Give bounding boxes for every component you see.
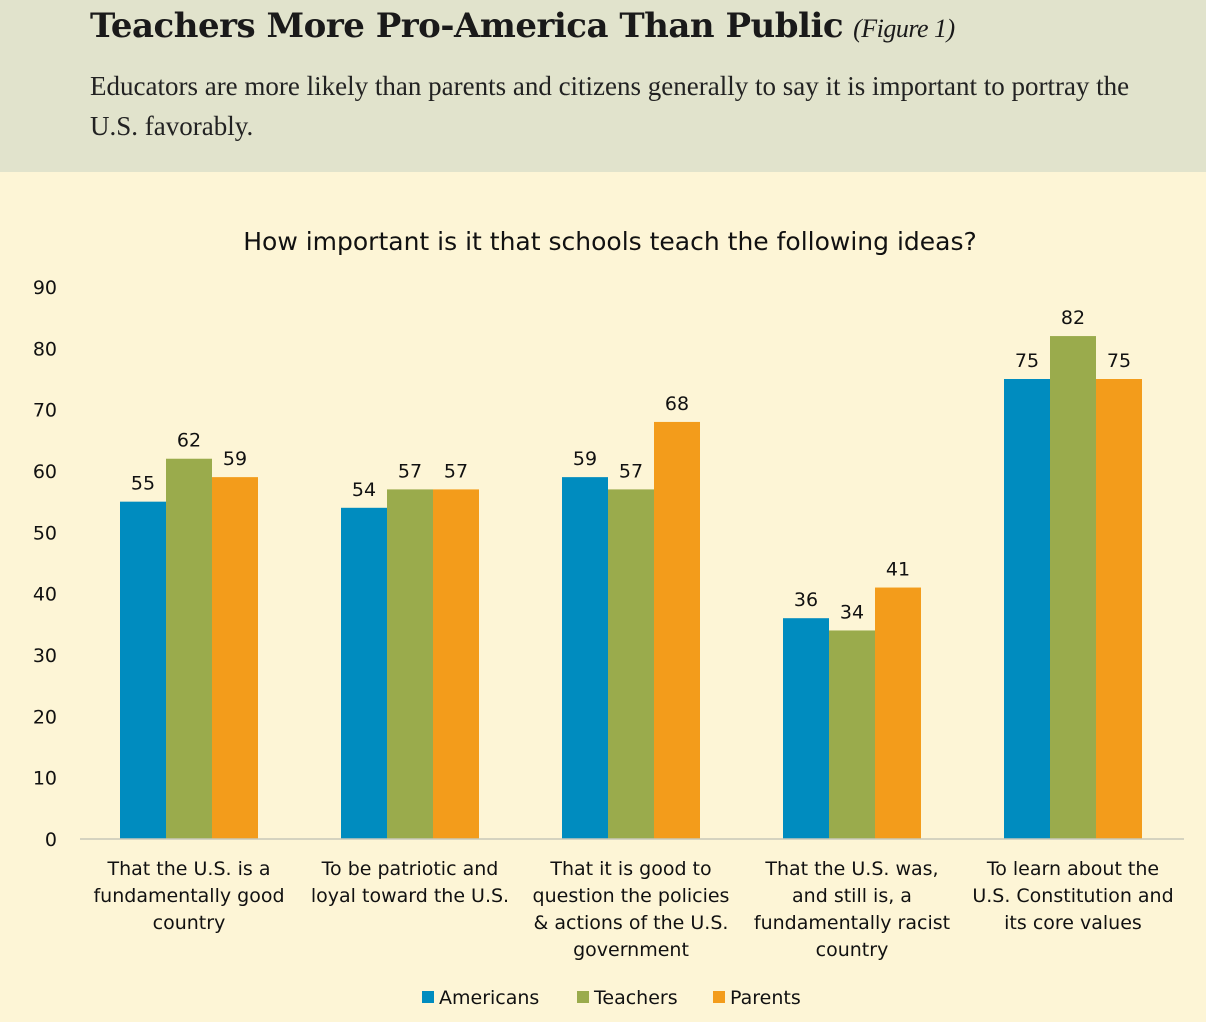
data-label: 59 bbox=[573, 448, 597, 470]
data-label: 34 bbox=[840, 601, 864, 623]
data-label: 68 bbox=[665, 393, 689, 415]
legend-label-parents: Parents bbox=[730, 987, 801, 1009]
bar-teachers bbox=[829, 630, 875, 839]
bar-parents bbox=[1096, 379, 1142, 839]
legend: Americans Teachers Parents bbox=[422, 987, 801, 1009]
bar-chart: How important is it that schools teach t… bbox=[33, 227, 1184, 1009]
header-panel: Teachers More Pro-America Than Public (Fi… bbox=[0, 0, 1206, 172]
chart-title: How important is it that schools teach t… bbox=[243, 227, 977, 256]
legend-swatch-teachers bbox=[577, 991, 589, 1003]
bar-americans bbox=[341, 507, 387, 839]
y-tick-label: 50 bbox=[33, 522, 57, 544]
data-label: 57 bbox=[398, 460, 422, 482]
bar-teachers bbox=[608, 489, 654, 839]
data-label: 62 bbox=[177, 430, 201, 452]
y-tick-label: 0 bbox=[45, 829, 57, 851]
bar-americans bbox=[783, 618, 829, 839]
bar-parents bbox=[654, 421, 700, 839]
x-category-label: To be patriotic and loyal toward the U.S. bbox=[311, 858, 509, 907]
x-category-label: That the U.S. is a fundamentally good coun… bbox=[93, 858, 284, 934]
y-axis: 0 10 20 30 40 50 60 70 80 90 bbox=[33, 277, 57, 851]
y-tick-label: 80 bbox=[33, 338, 57, 360]
y-tick-label: 90 bbox=[33, 277, 57, 299]
bar-americans bbox=[562, 477, 608, 839]
data-label: 57 bbox=[619, 460, 643, 482]
data-label: 54 bbox=[352, 479, 376, 501]
legend-label-americans: Americans bbox=[439, 987, 539, 1009]
bars: 55 62 59 54 57 57 59 57 68 36 34 41 75 82 75 bbox=[120, 307, 1142, 839]
category-labels: That the U.S. is a fundamentally good coun… bbox=[93, 858, 1173, 961]
data-label: 57 bbox=[444, 460, 468, 482]
bar-parents bbox=[212, 477, 258, 839]
bar-teachers bbox=[1050, 336, 1096, 839]
y-tick-label: 10 bbox=[33, 768, 57, 790]
data-label: 75 bbox=[1015, 350, 1039, 372]
data-label: 41 bbox=[886, 559, 910, 581]
y-tick-label: 30 bbox=[33, 645, 57, 667]
legend-swatch-parents bbox=[713, 991, 725, 1003]
y-tick-label: 20 bbox=[33, 706, 57, 728]
y-tick-label: 60 bbox=[33, 461, 57, 483]
page-title: Teachers More Pro-America Than Public (Fi… bbox=[90, 6, 955, 46]
bar-americans bbox=[120, 501, 166, 839]
x-category-label: That the U.S. was, and still is, a fundame… bbox=[754, 858, 950, 961]
title-text: Teachers More Pro-America Than Public bbox=[90, 6, 844, 46]
y-tick-label: 40 bbox=[33, 584, 57, 606]
bar-parents bbox=[433, 489, 479, 839]
bar-americans bbox=[1004, 379, 1050, 839]
legend-label-teachers: Teachers bbox=[593, 987, 678, 1009]
data-label: 75 bbox=[1107, 350, 1131, 372]
figure-label: (Figure 1) bbox=[853, 14, 955, 43]
data-label: 36 bbox=[794, 589, 818, 611]
bar-teachers bbox=[387, 489, 433, 839]
data-label: 82 bbox=[1061, 307, 1085, 329]
bar-teachers bbox=[166, 458, 212, 839]
y-tick-label: 70 bbox=[33, 400, 57, 422]
bar-parents bbox=[875, 587, 921, 839]
legend-swatch-americans bbox=[422, 991, 434, 1003]
data-label: 59 bbox=[223, 448, 247, 470]
x-category-label: To learn about the U.S. Constitution and i… bbox=[972, 858, 1173, 934]
page-subtitle: Educators are more likely than parents a… bbox=[90, 71, 1130, 141]
data-label: 55 bbox=[131, 473, 155, 495]
x-category-label: That it is good to question the policies &… bbox=[533, 858, 730, 961]
